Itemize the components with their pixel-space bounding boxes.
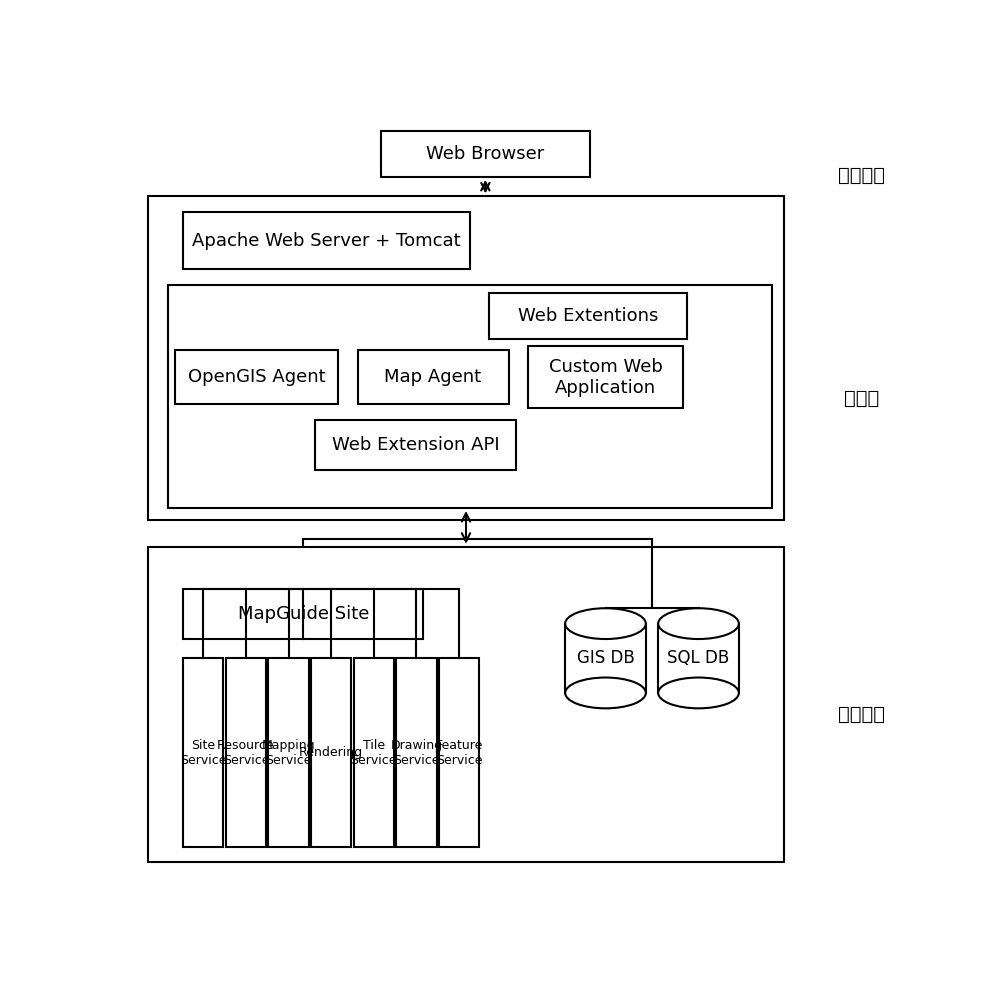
Bar <box>381 131 590 177</box>
Bar <box>148 547 784 863</box>
Bar <box>396 658 437 847</box>
Text: Drawing
Service: Drawing Service <box>390 739 442 766</box>
Bar <box>439 658 479 847</box>
Bar <box>226 658 266 847</box>
Bar <box>183 212 470 269</box>
Bar <box>489 292 687 339</box>
Bar <box>268 658 309 847</box>
Text: Mapping
Service: Mapping Service <box>262 739 315 766</box>
Bar <box>315 419 516 469</box>
Text: 客户端层: 客户端层 <box>838 165 885 185</box>
Text: GIS DB: GIS DB <box>577 649 634 667</box>
Bar <box>565 623 646 693</box>
Text: Tile
Service: Tile Service <box>351 739 397 766</box>
Bar <box>354 658 394 847</box>
Ellipse shape <box>565 608 646 639</box>
Text: Web Extentions: Web Extentions <box>518 306 658 325</box>
Text: Site
Service: Site Service <box>180 739 227 766</box>
Text: Apache Web Server + Tomcat: Apache Web Server + Tomcat <box>192 232 461 249</box>
Bar <box>148 196 784 520</box>
Text: Map Agent: Map Agent <box>384 368 482 387</box>
Bar <box>358 350 509 405</box>
Text: SQL DB: SQL DB <box>667 649 730 667</box>
Ellipse shape <box>658 608 739 639</box>
Text: Resource
Service: Resource Service <box>217 739 275 766</box>
Ellipse shape <box>658 678 739 709</box>
Text: Web Browser: Web Browser <box>426 145 544 163</box>
Bar <box>658 623 739 693</box>
Bar <box>183 658 223 847</box>
Bar <box>175 350 338 405</box>
Bar <box>168 285 772 508</box>
Text: Feature
Service: Feature Service <box>435 739 483 766</box>
Text: MapGuide Site: MapGuide Site <box>238 605 369 623</box>
Text: 网络层: 网络层 <box>844 389 879 408</box>
Text: Custom Web
Application: Custom Web Application <box>549 358 662 397</box>
Text: Web Extension API: Web Extension API <box>332 435 499 453</box>
Text: Rendering: Rendering <box>299 746 363 759</box>
Text: OpenGIS Agent: OpenGIS Agent <box>188 368 326 387</box>
Bar <box>528 347 683 408</box>
Text: 服务器层: 服务器层 <box>838 705 885 724</box>
Bar <box>183 589 423 639</box>
Ellipse shape <box>565 678 646 709</box>
Bar <box>311 658 351 847</box>
